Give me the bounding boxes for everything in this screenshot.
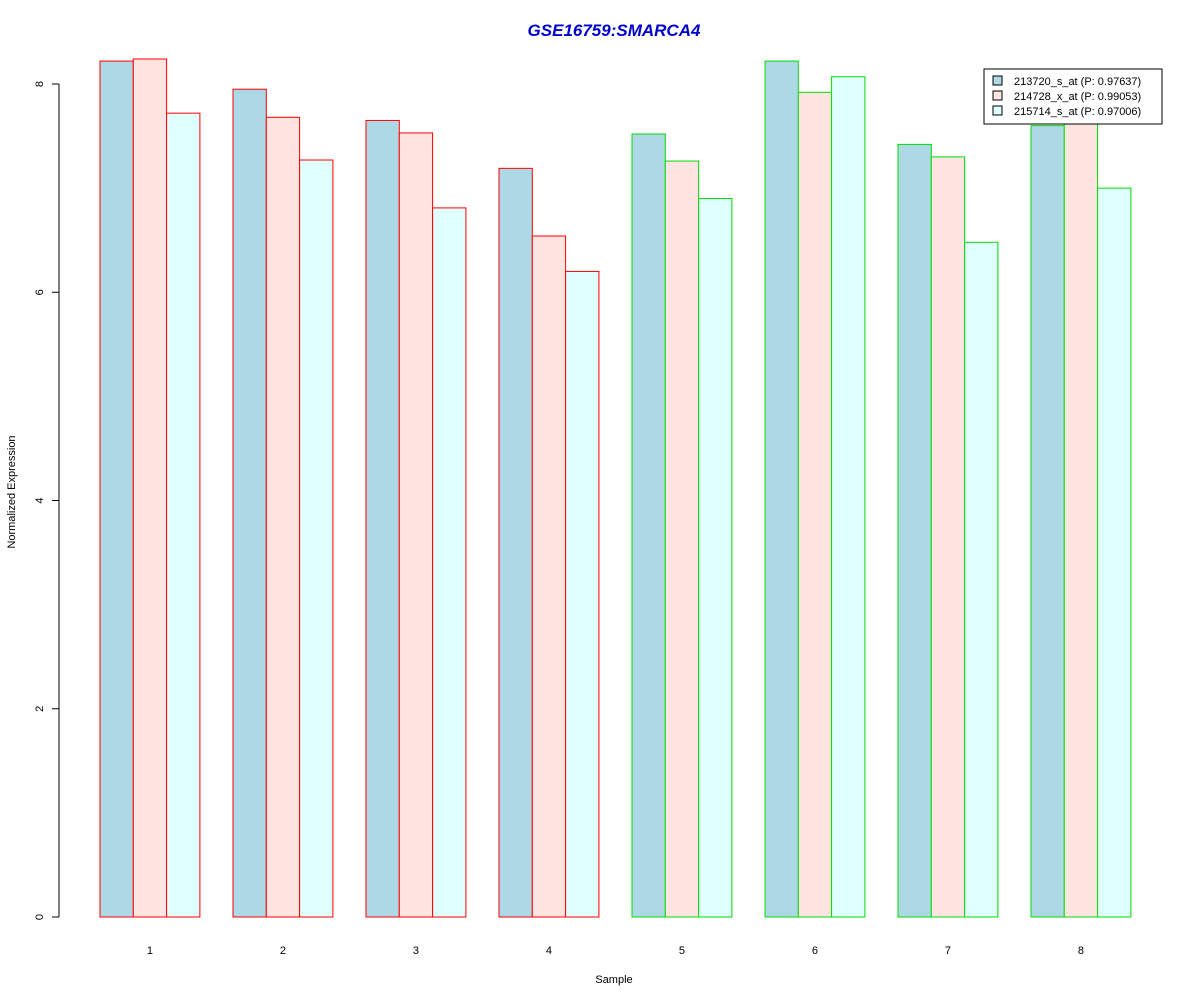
bar bbox=[299, 159, 334, 918]
x-tick-label: 3 bbox=[413, 945, 419, 957]
x-tick-label: 1 bbox=[147, 945, 153, 957]
bar bbox=[398, 132, 434, 918]
legend-swatch bbox=[992, 90, 1003, 101]
x-tick-label: 7 bbox=[945, 945, 951, 957]
y-tick-label: 6 bbox=[34, 289, 46, 295]
legend-label: 214728_x_at (P: 0.99053) bbox=[1014, 91, 1141, 103]
bar bbox=[797, 91, 833, 918]
bar bbox=[565, 270, 600, 918]
bar bbox=[764, 60, 799, 918]
bar bbox=[1097, 187, 1132, 918]
x-tick-label: 4 bbox=[546, 945, 552, 957]
bar bbox=[897, 143, 932, 918]
bar-area bbox=[99, 58, 1132, 918]
bar bbox=[432, 207, 467, 918]
x-tick-label: 5 bbox=[679, 945, 685, 957]
bar bbox=[132, 58, 168, 918]
x-axis-label: Sample bbox=[595, 974, 632, 986]
x-tick-label: 8 bbox=[1078, 945, 1084, 957]
bar bbox=[232, 88, 267, 918]
legend-swatch bbox=[992, 105, 1003, 116]
legend: 213720_s_at (P: 0.97637) 214728_x_at (P: … bbox=[983, 68, 1163, 125]
y-tick-label: 4 bbox=[34, 497, 46, 503]
legend-box bbox=[983, 68, 1163, 125]
bar bbox=[930, 156, 966, 918]
legend-swatch bbox=[992, 75, 1003, 86]
bar bbox=[531, 235, 567, 918]
y-tick-label: 0 bbox=[34, 914, 46, 920]
bar bbox=[99, 60, 134, 918]
x-tick-label: 6 bbox=[812, 945, 818, 957]
legend-label: 215714_s_at (P: 0.97006) bbox=[1014, 106, 1141, 118]
chart-title: GSE16759:SMARCA4 bbox=[528, 21, 701, 40]
y-axis: 0 2 4 6 8 bbox=[34, 81, 60, 920]
bar bbox=[631, 133, 666, 918]
bar bbox=[1063, 120, 1099, 918]
bar bbox=[365, 119, 400, 918]
bar bbox=[498, 167, 533, 918]
bar bbox=[964, 241, 999, 918]
bar bbox=[698, 198, 733, 918]
bar bbox=[166, 112, 201, 918]
bar bbox=[664, 160, 700, 918]
bar bbox=[831, 76, 866, 918]
bar bbox=[265, 116, 301, 918]
y-axis-label: Normalized Expression bbox=[6, 435, 18, 548]
x-tick-label: 2 bbox=[280, 945, 286, 957]
legend-label: 213720_s_at (P: 0.97637) bbox=[1014, 76, 1141, 88]
x-axis: 1 2 3 4 5 6 7 8 bbox=[147, 945, 1084, 957]
y-tick-label: 8 bbox=[34, 81, 46, 87]
y-tick-label: 2 bbox=[34, 706, 46, 712]
bar bbox=[1030, 125, 1065, 918]
